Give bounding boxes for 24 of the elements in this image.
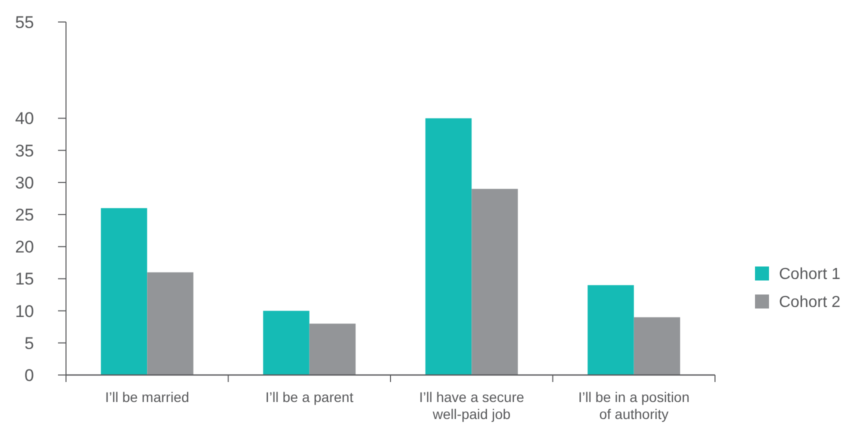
y-tick-label: 30 — [15, 173, 34, 192]
bar — [263, 310, 310, 375]
y-tick-label: 25 — [15, 205, 34, 224]
y-tick-label: 55 — [15, 12, 34, 32]
x-tick-label: I’ll be a parent — [265, 389, 354, 405]
bar — [634, 317, 680, 375]
bar — [100, 208, 148, 375]
x-tick-label: I’ll be married — [105, 389, 190, 405]
y-tick-label: 10 — [15, 302, 34, 321]
y-tick-label: 35 — [15, 141, 34, 160]
bar — [309, 324, 356, 375]
x-tick-label: I’ll have a secure well-paid job — [419, 389, 524, 422]
bar — [588, 285, 634, 375]
y-tick-label: 40 — [15, 109, 34, 128]
bar — [425, 118, 472, 375]
x-tick-label: I’ll be in a position of authority — [578, 389, 690, 422]
bar — [472, 188, 518, 375]
y-tick-label: 20 — [15, 238, 34, 257]
y-tick-label: 15 — [15, 270, 34, 289]
legend-label: Cohort 2 — [779, 294, 840, 312]
bar — [147, 272, 194, 375]
legend-label: Cohort 1 — [779, 266, 840, 284]
y-tick-label: 0 — [24, 366, 34, 385]
y-tick-label: 5 — [24, 334, 34, 353]
